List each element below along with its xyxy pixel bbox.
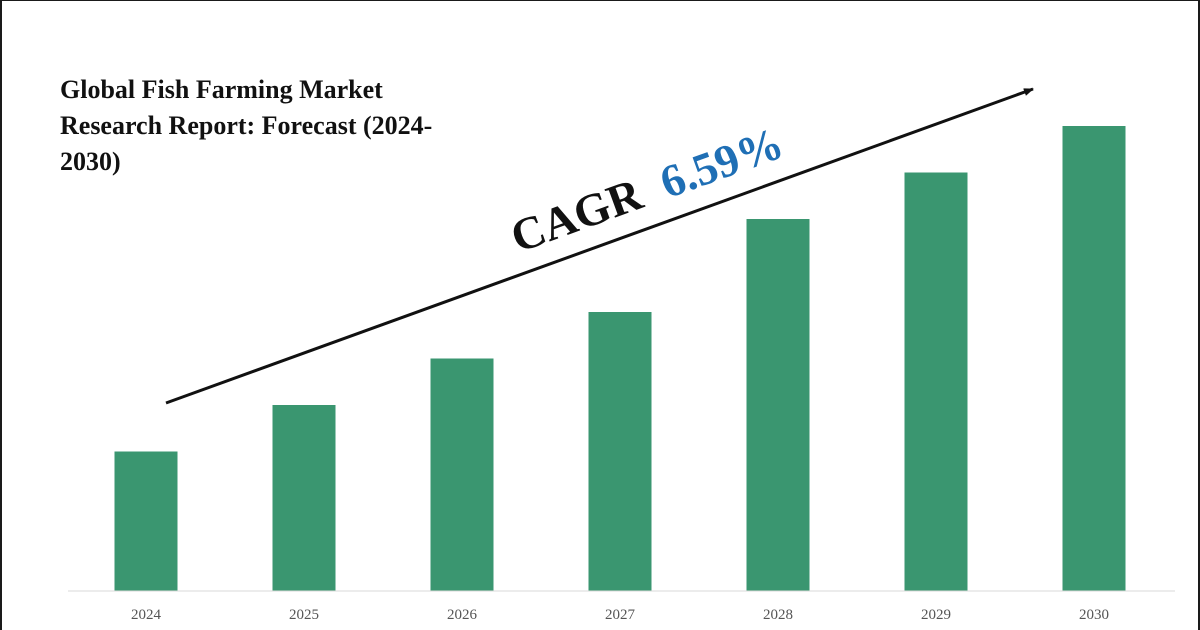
x-tick-labels: 2024 2025 2026 2027 2028 2029 2030 xyxy=(131,607,1109,623)
x-tick-label-2027: 2027 xyxy=(605,607,636,623)
x-tick-label-2029: 2029 xyxy=(921,607,951,623)
trend-arrow xyxy=(165,87,1034,405)
bar-2029 xyxy=(904,172,968,591)
bar-2027 xyxy=(588,312,652,591)
x-tick-label-2025: 2025 xyxy=(289,607,319,623)
chart-title: Global Fish Farming Market Research Repo… xyxy=(60,75,433,176)
cagr-label: CAGR xyxy=(504,168,649,263)
bar-2025 xyxy=(272,405,336,591)
cagr-value: 6.59% xyxy=(653,117,789,208)
bar-2028 xyxy=(746,219,810,591)
bars-group xyxy=(114,126,1126,591)
bar-2026 xyxy=(430,358,494,591)
x-tick-label-2030: 2030 xyxy=(1079,607,1109,623)
bar-2024 xyxy=(114,451,178,591)
x-tick-label-2026: 2026 xyxy=(447,607,478,623)
x-tick-label-2024: 2024 xyxy=(131,607,162,623)
x-tick-label-2028: 2028 xyxy=(763,607,793,623)
bar-2030 xyxy=(1062,126,1126,591)
